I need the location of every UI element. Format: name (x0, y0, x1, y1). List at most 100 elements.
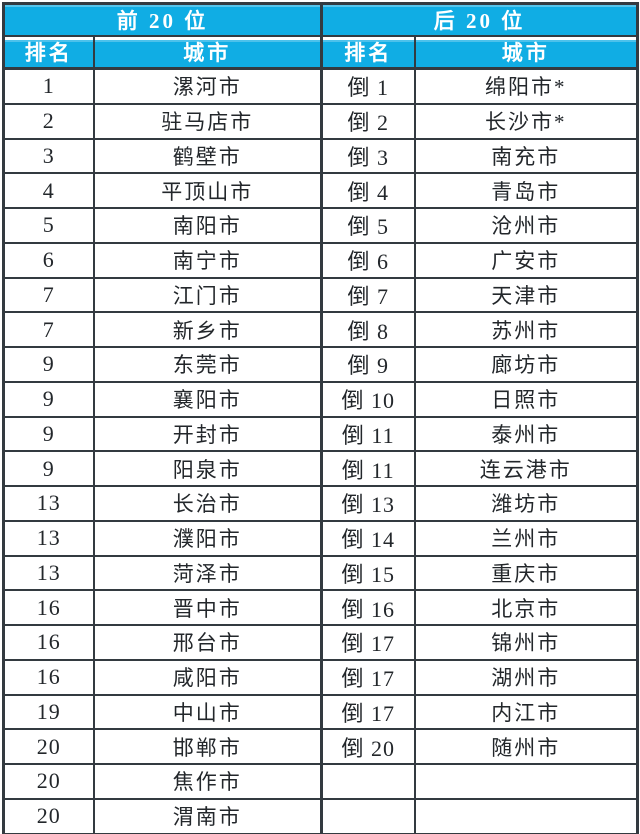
table-row: 4 平顶山市 倒 4 青岛市 (2, 172, 639, 209)
rank-cell-left: 19 (2, 693, 95, 731)
rank-cell-right: 倒 15 (320, 554, 416, 592)
city-cell-right: 连云港市 (413, 450, 639, 487)
city-cell-left: 驻马店市 (92, 102, 323, 140)
rank-cell-left: 9 (2, 415, 95, 453)
city-cell-right: 内江市 (413, 693, 639, 731)
table-row: 7 江门市 倒 7 天津市 (2, 276, 639, 314)
city-cell-right: 潍坊市 (413, 485, 639, 522)
table-row: 13 菏泽市 倒 15 重庆市 (2, 554, 639, 592)
table-row: 16 晋中市 倒 16 北京市 (2, 589, 639, 626)
city-cell-right: 南充市 (413, 137, 639, 175)
column-header-row: 排名 城市 排名 城市 (2, 35, 639, 70)
city-cell-right: 广安市 (413, 241, 639, 279)
rank-cell-right: 倒 14 (320, 519, 416, 557)
column-header-city-right: 城市 (413, 35, 639, 70)
city-cell-left: 江门市 (92, 276, 323, 314)
group-header-row: 前 20 位 后 20 位 (2, 2, 639, 37)
city-cell-left: 邯郸市 (92, 728, 323, 765)
rank-cell-left: 9 (2, 380, 95, 418)
city-cell-left: 开封市 (92, 415, 323, 453)
rank-cell-left: 13 (2, 554, 95, 592)
rank-cell-right: 倒 6 (320, 241, 416, 279)
city-cell-right: 廊坊市 (413, 346, 639, 383)
rank-cell-right: 倒 17 (320, 693, 416, 731)
table-row: 6 南宁市 倒 6 广安市 (2, 241, 639, 279)
table-body: 1 漯河市 倒 1 绵阳市* 2 驻马店市 倒 2 长沙市* 3 鹤壁市 倒 3… (2, 67, 639, 834)
table-row: 13 长治市 倒 13 潍坊市 (2, 485, 639, 522)
group-header-bottom20: 后 20 位 (320, 2, 639, 37)
table-row: 5 南阳市 倒 5 沧州市 (2, 207, 639, 244)
rank-cell-right: 倒 11 (320, 415, 416, 453)
rank-cell-left: 13 (2, 519, 95, 557)
column-header-city-left: 城市 (92, 35, 323, 70)
city-cell-left: 襄阳市 (92, 380, 323, 418)
rank-cell-right: 倒 17 (320, 658, 416, 696)
city-cell-right: 北京市 (413, 589, 639, 626)
table-row: 7 新乡市 倒 8 苏州市 (2, 311, 639, 348)
rank-cell-right: 倒 16 (320, 589, 416, 626)
city-cell-left: 濮阳市 (92, 519, 323, 557)
city-cell-left: 咸阳市 (92, 658, 323, 696)
city-cell-right (413, 763, 639, 800)
table-row: 2 驻马店市 倒 2 长沙市* (2, 102, 639, 140)
city-cell-left: 鹤壁市 (92, 137, 323, 175)
rank-cell-right: 倒 20 (320, 728, 416, 765)
rank-cell-left: 5 (2, 207, 95, 244)
rank-cell-right (320, 797, 416, 834)
rank-cell-left: 7 (2, 311, 95, 348)
city-cell-right: 泰州市 (413, 415, 639, 453)
rank-cell-right: 倒 4 (320, 172, 416, 209)
rank-cell-right: 倒 11 (320, 450, 416, 487)
city-cell-right: 锦州市 (413, 624, 639, 661)
city-cell-right: 日照市 (413, 380, 639, 418)
table-row: 20 焦作市 (2, 763, 639, 800)
table-header: 前 20 位 后 20 位 排名 城市 排名 城市 (2, 2, 639, 70)
rank-cell-left: 6 (2, 241, 95, 279)
table-row: 20 渭南市 (2, 797, 639, 834)
table-row: 3 鹤壁市 倒 3 南充市 (2, 137, 639, 175)
rank-cell-right: 倒 8 (320, 311, 416, 348)
table-row: 9 阳泉市 倒 11 连云港市 (2, 450, 639, 487)
rank-cell-left: 13 (2, 485, 95, 522)
city-cell-right: 重庆市 (413, 554, 639, 592)
rank-cell-left: 9 (2, 450, 95, 487)
rank-cell-right: 倒 13 (320, 485, 416, 522)
city-cell-left: 漯河市 (92, 67, 323, 105)
rank-cell-left: 2 (2, 102, 95, 140)
city-cell-right: 青岛市 (413, 172, 639, 209)
rank-cell-right: 倒 1 (320, 67, 416, 105)
rank-cell-right (320, 763, 416, 800)
table-row: 9 开封市 倒 11 泰州市 (2, 415, 639, 453)
city-cell-left: 菏泽市 (92, 554, 323, 592)
city-cell-left: 中山市 (92, 693, 323, 731)
rank-cell-right: 倒 9 (320, 346, 416, 383)
city-cell-left: 渭南市 (92, 797, 323, 834)
city-cell-left: 新乡市 (92, 311, 323, 348)
table-row: 20 邯郸市 倒 20 随州市 (2, 728, 639, 765)
city-cell-right: 随州市 (413, 728, 639, 765)
rank-cell-left: 20 (2, 763, 95, 800)
rank-cell-left: 4 (2, 172, 95, 209)
rank-cell-right: 倒 17 (320, 624, 416, 661)
column-header-rank-left: 排名 (2, 35, 95, 70)
rank-cell-left: 3 (2, 137, 95, 175)
city-cell-left: 长治市 (92, 485, 323, 522)
table-row: 16 咸阳市 倒 17 湖州市 (2, 658, 639, 696)
city-cell-right: 天津市 (413, 276, 639, 314)
rank-cell-right: 倒 10 (320, 380, 416, 418)
city-cell-right: 兰州市 (413, 519, 639, 557)
rank-cell-left: 7 (2, 276, 95, 314)
table-row: 1 漯河市 倒 1 绵阳市* (2, 67, 639, 105)
table-row: 13 濮阳市 倒 14 兰州市 (2, 519, 639, 557)
city-cell-left: 平顶山市 (92, 172, 323, 209)
rank-cell-right: 倒 2 (320, 102, 416, 140)
city-cell-left: 东莞市 (92, 346, 323, 383)
rank-cell-left: 16 (2, 589, 95, 626)
city-cell-right: 苏州市 (413, 311, 639, 348)
rank-cell-left: 9 (2, 346, 95, 383)
rank-cell-right: 倒 7 (320, 276, 416, 314)
column-header-rank-right: 排名 (320, 35, 416, 70)
city-cell-right: 长沙市* (413, 102, 639, 140)
